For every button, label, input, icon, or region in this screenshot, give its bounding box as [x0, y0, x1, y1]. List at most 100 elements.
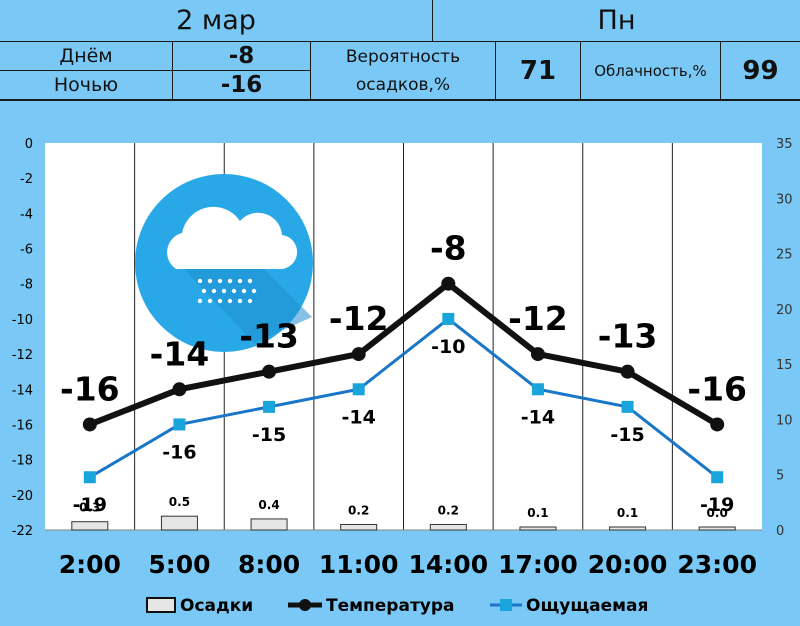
y-right-tick-label: 35 [776, 137, 793, 152]
y-left-tick-label: -16 [12, 418, 33, 433]
precip-bar [340, 523, 378, 531]
snow-dot [227, 298, 233, 304]
night-value: -16 [220, 72, 263, 98]
x-category-label: 17:00 [498, 550, 578, 579]
feels-like-label: -14 [342, 406, 376, 428]
header-divider [432, 0, 433, 42]
day-label: Днём [59, 45, 113, 67]
y-right-tick-label: 20 [776, 303, 793, 318]
y-left-tick-label: -14 [12, 383, 33, 398]
snow-dot [237, 278, 243, 284]
y-left-tick-label: -10 [12, 313, 33, 328]
feels-like-label: -14 [521, 406, 555, 428]
snow-dot [237, 298, 243, 304]
y-left-tick-label: -6 [20, 243, 33, 258]
snow-dot [207, 298, 213, 304]
temperature-marker [441, 276, 456, 291]
precip-bar [160, 515, 198, 531]
precip-value-label: 0.5 [169, 495, 190, 509]
cloud-shape [167, 206, 298, 270]
precip-value-label: 0.2 [438, 503, 459, 517]
precip-value-label: 0.1 [527, 506, 548, 520]
feels-like-label: -10 [431, 336, 465, 358]
temperature-marker [351, 347, 366, 362]
snow-dot [231, 288, 237, 294]
feels-like-marker [711, 471, 724, 484]
y-left-tick-label: -2 [20, 172, 33, 187]
feels-like-marker [442, 312, 455, 325]
forecast-header: 2 мар Пн Днём -8 Ночью -16 Вероятность о… [0, 0, 800, 101]
precip-probability-value: 71 [519, 55, 557, 86]
feels-like-label: -15 [610, 424, 644, 446]
snow-dot [197, 298, 203, 304]
day-value: -8 [228, 43, 255, 69]
snow-dot [221, 288, 227, 294]
snow-dot [251, 288, 257, 294]
temperature-marker [172, 382, 187, 397]
x-category-label: 23:00 [677, 550, 757, 579]
snow-dot [217, 298, 223, 304]
temperature-marker [530, 347, 545, 362]
snow-dot [201, 288, 207, 294]
y-left-tick-label: -20 [12, 489, 33, 504]
y-left-tick-label: -18 [12, 454, 33, 469]
x-category-label: 2:00 [59, 550, 121, 579]
feels-like-marker [531, 383, 544, 396]
feels-like-marker [352, 383, 365, 396]
temperature-marker [620, 364, 635, 379]
weekday-label: Пн [597, 5, 636, 36]
x-category-label: 11:00 [319, 550, 399, 579]
precip-bar [519, 526, 557, 531]
legend-precip-swatch [146, 597, 176, 613]
night-label: Ночью [53, 74, 119, 96]
header-divider [495, 42, 496, 100]
header-divider [310, 42, 311, 100]
precip-value-label: 0.0 [707, 506, 728, 520]
temperature-label: -14 [150, 334, 210, 373]
legend-temperature-label: Температура [326, 596, 455, 616]
temperature-label: -13 [598, 317, 658, 356]
y-left-tick-label: -22 [12, 524, 33, 539]
feels-like-marker [621, 400, 634, 413]
temperature-marker [82, 417, 97, 432]
feels-like-line [89, 317, 719, 479]
header-divider [0, 99, 800, 101]
snow-dot [247, 298, 253, 304]
snow-dot [227, 278, 233, 284]
feels-like-label: -16 [162, 441, 196, 463]
temperature-line [88, 279, 719, 428]
temperature-label: -16 [687, 369, 747, 408]
cloudiness-label: Облачность,% [594, 61, 707, 80]
precip-bar [250, 518, 288, 531]
y-left-tick-label: -4 [20, 207, 33, 222]
icon-shadow [184, 269, 312, 343]
temperature-marker [262, 364, 277, 379]
header-divider [0, 70, 310, 71]
feels-like-label: -19 [700, 494, 734, 516]
precip-value-label: 0.3 [79, 501, 100, 515]
legend-feels-like-label: Ощущаемая [526, 596, 648, 616]
precip-probability-label: Вероятность осадков,% [311, 42, 495, 99]
precip-bar [71, 521, 109, 531]
x-category-label: 8:00 [238, 550, 300, 579]
snow-dot [197, 278, 203, 284]
precip-value-label: 0.4 [258, 498, 279, 512]
y-left-tick-label: -8 [20, 278, 33, 293]
precip-value-label: 0.1 [617, 506, 638, 520]
feels-like-marker [173, 418, 186, 431]
precip-probability-label-line1: Вероятность [345, 46, 461, 67]
temperature-label: -12 [508, 299, 568, 338]
snow-dot [247, 278, 253, 284]
snow-dot [241, 288, 247, 294]
precip-bar [609, 526, 647, 531]
y-right-tick-label: 30 [776, 192, 793, 207]
temperature-chart: 0 -2 -4 -6 -8 -10 -12 -14 -16 -18 -20 -22 35 30 25 20 15… [12, 137, 793, 616]
header-divider [172, 42, 173, 100]
precip-probability-label-line2: осадков,% [355, 74, 451, 95]
y-left-tick-label: -12 [12, 348, 33, 363]
y-right-tick-label: 10 [776, 413, 793, 428]
snow-dot [207, 278, 213, 284]
feels-like-label: -15 [252, 424, 286, 446]
cloudiness-value: 99 [742, 55, 779, 86]
legend-feels-like-marker [500, 599, 512, 611]
